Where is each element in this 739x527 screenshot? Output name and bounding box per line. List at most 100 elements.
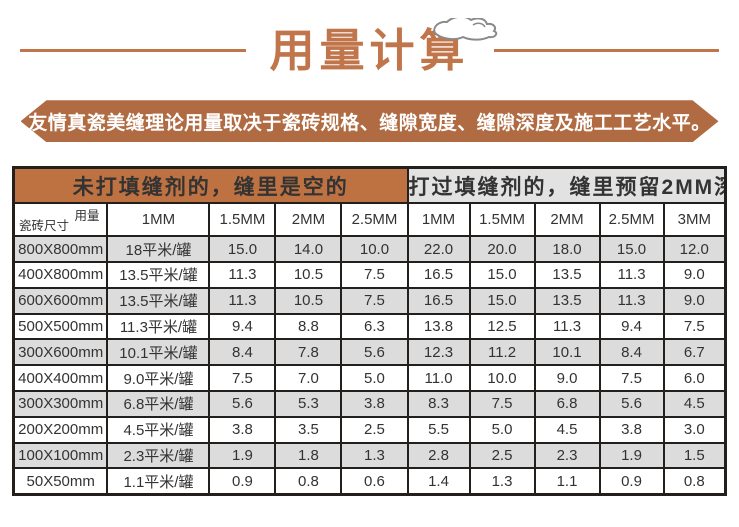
value-cell: 15.0 xyxy=(468,261,536,289)
value-cell: 3.5 xyxy=(274,415,343,444)
tile-size-cell: 800X800mm xyxy=(12,235,109,264)
value-cell: 18.0 xyxy=(533,235,601,264)
value-cell: 0.6 xyxy=(340,467,409,496)
title-section: 用量计算 xyxy=(20,25,720,76)
title-right-rule xyxy=(493,49,720,53)
value-cell: 3.0 xyxy=(662,415,727,444)
value-cell: 11.3 xyxy=(208,286,277,315)
table-row: 50X50mm 1.1平米/罐 0.9 0.8 0.6 1.4 1.3 1.1 0.9 0.8 xyxy=(12,467,727,496)
coverage-cell: 13.5平米/罐 xyxy=(106,261,211,289)
value-cell: 9.4 xyxy=(598,312,665,341)
table-row: 300X300mm 6.8平米/罐 5.6 5.3 3.8 8.3 7.5 6.8 5.6 4.5 xyxy=(12,389,727,418)
value-cell: 1.4 xyxy=(406,467,471,496)
value-cell: 10.5 xyxy=(274,261,343,289)
value-cell: 6.3 xyxy=(340,312,409,341)
value-cell: 15.0 xyxy=(468,286,536,315)
col-header-1mm-b: 1MM xyxy=(406,202,471,238)
value-cell: 7.0 xyxy=(274,364,343,392)
corner-usage-label: 用量 xyxy=(74,209,100,224)
value-cell: 7.5 xyxy=(598,364,665,392)
value-cell: 7.5 xyxy=(340,261,409,289)
value-cell: 4.5 xyxy=(533,415,601,444)
value-cell: 10.0 xyxy=(340,235,409,264)
value-cell: 12.5 xyxy=(468,312,536,341)
value-cell: 1.9 xyxy=(208,441,277,470)
value-cell: 15.0 xyxy=(208,235,277,264)
value-cell: 22.0 xyxy=(406,235,471,264)
value-cell: 2.5 xyxy=(468,441,536,470)
value-cell: 13.8 xyxy=(406,312,471,341)
col-header-2-5mm-a: 2.5MM xyxy=(340,202,409,238)
coverage-cell: 2.3平米/罐 xyxy=(106,441,211,470)
tile-size-cell: 300X600mm xyxy=(12,338,109,367)
tile-size-cell: 200X200mm xyxy=(12,415,109,444)
coverage-cell: 11.3平米/罐 xyxy=(106,312,211,341)
value-cell: 13.5 xyxy=(533,261,601,289)
tile-size-cell: 500X500mm xyxy=(12,312,109,341)
col-header-2mm-a: 2MM xyxy=(274,202,343,238)
value-cell: 3.8 xyxy=(208,415,277,444)
value-cell: 7.8 xyxy=(274,338,343,367)
value-cell: 9.4 xyxy=(208,312,277,341)
table-row: 300X600mm 10.1平米/罐 8.4 7.8 5.6 12.3 11.2 10.1 8.… xyxy=(12,338,727,367)
value-cell: 9.0 xyxy=(662,261,727,289)
value-cell: 20.0 xyxy=(468,235,536,264)
value-cell: 9.0 xyxy=(533,364,601,392)
value-cell: 1.3 xyxy=(468,467,536,496)
value-cell: 6.0 xyxy=(662,364,727,392)
value-cell: 3.8 xyxy=(340,389,409,418)
hand-sketch-icon xyxy=(428,15,506,44)
title-left-rule xyxy=(20,49,246,53)
value-cell: 6.7 xyxy=(662,338,727,367)
tile-size-cell: 50X50mm xyxy=(12,467,109,496)
table-row: 800X800mm 18平米/罐 15.0 14.0 10.0 22.0 20.0 18.0 1… xyxy=(12,235,727,264)
value-cell: 3.8 xyxy=(598,415,665,444)
value-cell: 10.1 xyxy=(533,338,601,367)
value-cell: 0.9 xyxy=(598,467,665,496)
value-cell: 7.5 xyxy=(208,364,277,392)
tile-size-cell: 400X800mm xyxy=(12,261,109,289)
value-cell: 1.3 xyxy=(340,441,409,470)
value-cell: 5.6 xyxy=(598,389,665,418)
value-cell: 8.4 xyxy=(598,338,665,367)
col-header-1-5mm-a: 1.5MM xyxy=(208,202,277,238)
value-cell: 12.3 xyxy=(406,338,471,367)
value-cell: 0.9 xyxy=(208,467,277,496)
group-header-prefilled: 打过填缝剂的，缝里预留2MM深度 xyxy=(406,166,727,205)
value-cell: 11.0 xyxy=(406,364,471,392)
value-cell: 14.0 xyxy=(274,235,343,264)
value-cell: 10.5 xyxy=(274,286,343,315)
value-cell: 16.5 xyxy=(406,261,471,289)
coverage-cell: 1.1平米/罐 xyxy=(106,467,211,496)
page-title: 用量计算 xyxy=(269,25,470,76)
coverage-cell: 4.5平米/罐 xyxy=(106,415,211,444)
value-cell: 11.2 xyxy=(468,338,536,367)
col-header-2mm-b: 2MM xyxy=(533,202,601,238)
value-cell: 16.5 xyxy=(406,286,471,315)
value-cell: 7.5 xyxy=(340,286,409,315)
value-cell: 0.8 xyxy=(274,467,343,496)
coverage-cell: 9.0平米/罐 xyxy=(106,364,211,392)
value-cell: 2.8 xyxy=(406,441,471,470)
value-cell: 9.0 xyxy=(662,286,727,315)
value-cell: 6.8 xyxy=(533,389,601,418)
coverage-cell: 13.5平米/罐 xyxy=(106,286,211,315)
value-cell: 8.3 xyxy=(406,389,471,418)
value-cell: 1.9 xyxy=(598,441,665,470)
value-cell: 5.0 xyxy=(468,415,536,444)
value-cell: 2.5 xyxy=(340,415,409,444)
value-cell: 13.5 xyxy=(533,286,601,315)
col-header-3mm-b: 3MM xyxy=(662,202,727,238)
tile-size-cell: 100X100mm xyxy=(12,441,109,470)
table-row: 400X400mm 9.0平米/罐 7.5 7.0 5.0 11.0 10.0 9.0 7.5 6… xyxy=(12,364,727,392)
value-cell: 5.5 xyxy=(406,415,471,444)
value-cell: 11.3 xyxy=(598,286,665,315)
value-cell: 10.0 xyxy=(468,364,536,392)
tile-size-cell: 600X600mm xyxy=(12,286,109,315)
table-row: 500X500mm 11.3平米/罐 9.4 8.8 6.3 13.8 12.5 11.3 9.… xyxy=(12,312,727,341)
value-cell: 5.6 xyxy=(340,338,409,367)
value-cell: 1.5 xyxy=(662,441,727,470)
value-cell: 12.0 xyxy=(662,235,727,264)
value-cell: 5.6 xyxy=(208,389,277,418)
value-cell: 7.5 xyxy=(468,389,536,418)
